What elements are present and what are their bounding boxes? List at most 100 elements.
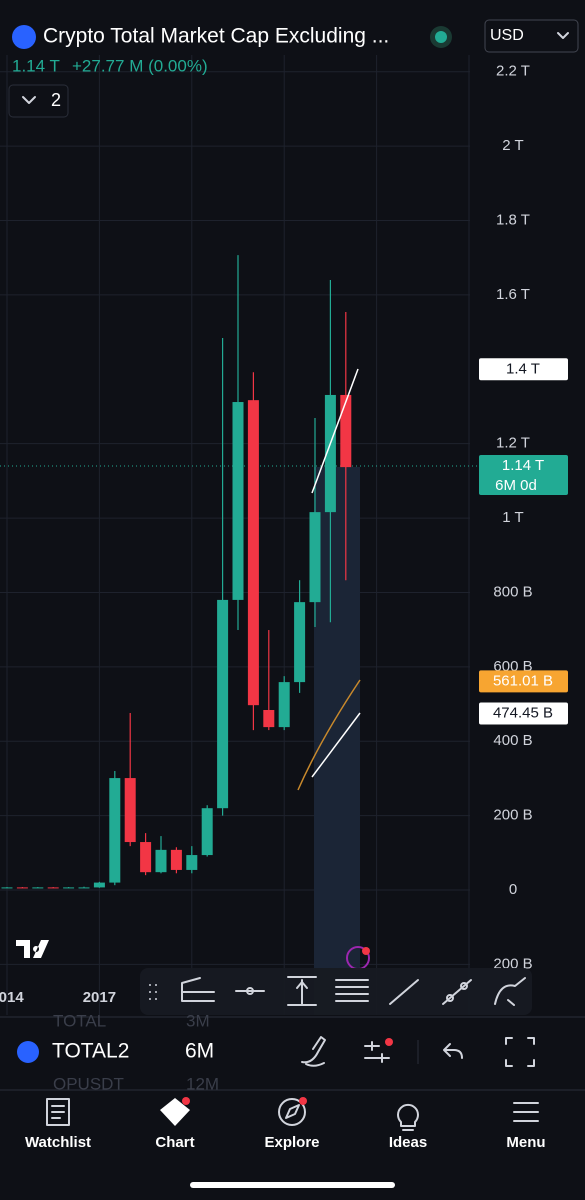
x-tick-label: 2017	[83, 989, 116, 1006]
chevron	[557, 32, 569, 39]
price-sublabel: 6M 0d	[495, 477, 537, 494]
handle	[460, 982, 468, 990]
candle-body	[247, 400, 259, 706]
chart-icon[interactable]	[160, 1098, 190, 1126]
candle-body	[217, 599, 229, 809]
candle-body	[93, 882, 105, 888]
alert-badge	[362, 947, 370, 955]
nav-label[interactable]: Chart	[155, 1134, 194, 1151]
indicators-button[interactable]	[364, 1041, 390, 1063]
tv-logo	[16, 940, 49, 958]
chart-title: Crypto Total Market Cap Excluding ...	[43, 25, 389, 48]
candle-body	[155, 849, 167, 873]
candle-body	[232, 402, 244, 600]
home-indicator	[190, 1182, 395, 1188]
symbol-icon	[17, 1041, 39, 1063]
position-zone	[314, 467, 360, 1015]
nav-bar: Watchlist Chart Explore Ideas Menu	[25, 1134, 546, 1151]
compass	[285, 1104, 300, 1119]
change: +27.77 M (0.00%)	[72, 56, 208, 75]
price-label: 561.01 B	[493, 672, 553, 689]
y-tick-label: 2.2 T	[496, 63, 530, 80]
symbol-icon	[12, 25, 36, 49]
candle-body	[294, 602, 306, 683]
behind-symbol: OPUSDT	[53, 1074, 124, 1093]
status-dot	[435, 31, 447, 43]
tool-brush[interactable]	[494, 977, 526, 1006]
last-price: 1.14 T	[12, 56, 60, 75]
price-label: 1.4 T	[506, 360, 540, 377]
trend-line	[311, 368, 359, 494]
candle-body	[78, 887, 90, 889]
drag-handle[interactable]	[149, 984, 157, 1000]
behind-interval: 12M	[186, 1074, 219, 1093]
nav-label[interactable]: Explore	[264, 1134, 319, 1151]
price-label-box	[479, 670, 568, 693]
tool-channel[interactable]	[335, 979, 369, 1002]
y-tick-label: 1 T	[502, 509, 523, 526]
drawing-tools	[149, 976, 526, 1006]
candle-body	[63, 887, 75, 889]
watchlist-icon[interactable]	[46, 1098, 70, 1126]
interval[interactable]: 6M	[185, 1040, 214, 1063]
candle-body	[309, 512, 321, 603]
price-label: 474.45 B	[493, 705, 553, 722]
draw-button[interactable]	[301, 1036, 326, 1067]
price-label: 1.14 T	[502, 457, 544, 474]
nav-label[interactable]: Menu	[506, 1134, 545, 1151]
y-tick-label: 1.8 T	[496, 211, 530, 228]
candle-body	[186, 855, 198, 870]
y-tick-label: 400 B	[493, 732, 532, 749]
candle-body	[170, 849, 182, 870]
undo-button[interactable]	[443, 1043, 463, 1059]
y-tick-label: 800 B	[493, 583, 532, 600]
menu-icon[interactable]	[513, 1102, 539, 1122]
drawing-toolbar	[140, 968, 532, 1015]
grid	[0, 55, 478, 1015]
y-tick-label: 2 T	[502, 137, 523, 154]
tool-range[interactable]	[287, 976, 317, 1006]
candle-body	[340, 394, 352, 468]
fullscreen-button[interactable]	[505, 1037, 535, 1067]
nav-label[interactable]: Watchlist	[25, 1134, 91, 1151]
explore-icon[interactable]	[278, 1098, 306, 1126]
badge	[182, 1097, 190, 1105]
y-tick-label: 1.2 T	[496, 435, 530, 452]
candle-body	[47, 887, 59, 889]
currency-select[interactable]	[484, 19, 579, 53]
candle-body	[324, 394, 336, 513]
trend-line	[311, 712, 361, 778]
nav-label[interactable]: Ideas	[389, 1134, 427, 1151]
candles	[1, 255, 352, 889]
currency: USD	[490, 27, 524, 44]
candle-body	[1, 887, 13, 889]
badge	[299, 1097, 307, 1105]
tool-fib[interactable]	[181, 977, 215, 1002]
chevron	[22, 96, 36, 104]
candle-body	[16, 887, 28, 889]
candle-body	[140, 842, 152, 873]
ideas-icon[interactable]	[397, 1103, 419, 1131]
y-tick-label: 0	[509, 881, 517, 898]
candle-body	[278, 682, 290, 728]
candle-body	[32, 887, 44, 889]
candle-body	[263, 710, 275, 728]
indicator-toggle[interactable]	[8, 84, 69, 118]
price-label-box	[479, 702, 568, 725]
price-label-box	[479, 358, 568, 381]
trend-curve	[297, 679, 361, 791]
tool-trend[interactable]	[389, 979, 419, 1005]
handle	[446, 994, 454, 1002]
behind-symbol: TOTAL	[53, 1011, 106, 1030]
badge	[385, 1038, 393, 1046]
y-tick-label: 1.6 T	[496, 286, 530, 303]
symbol[interactable]: TOTAL2	[52, 1040, 129, 1063]
candle-body	[109, 778, 121, 883]
handle	[246, 987, 254, 995]
behind-interval: 3M	[186, 1011, 210, 1030]
